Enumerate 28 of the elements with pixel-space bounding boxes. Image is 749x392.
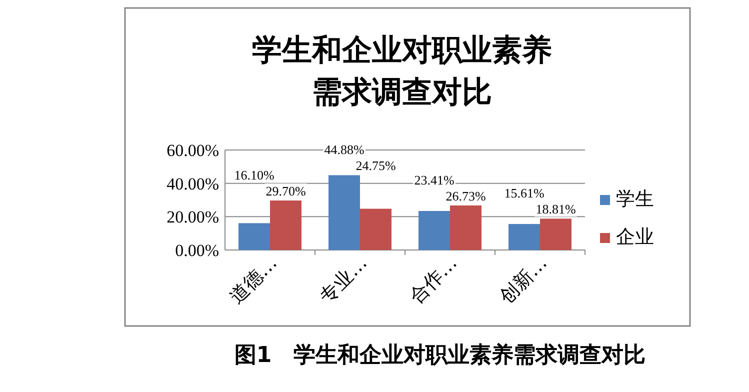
x-tick-label: 专业… (316, 252, 372, 308)
chart-title: 学生和企业对职业素养需求调查对比 (252, 33, 552, 110)
data-label: 23.41% (414, 172, 454, 188)
y-tick-label: 40.00% (166, 174, 219, 194)
data-label: 16.10% (234, 168, 274, 182)
data-label: 44.88% (324, 142, 364, 158)
legend-label: 学生 (616, 188, 654, 210)
legend-label: 企业 (616, 226, 654, 248)
bar (418, 210, 450, 250)
y-tick-label: 20.00% (166, 208, 219, 227)
bar (540, 218, 572, 250)
bar (238, 223, 270, 250)
data-label: 26.73% (446, 188, 486, 204)
y-tick-label: 0.00% (175, 241, 219, 260)
data-label: 24.75% (356, 158, 396, 174)
bar (360, 208, 392, 250)
data-label: 29.70% (266, 184, 306, 198)
data-label: 15.61% (504, 186, 544, 201)
bar (328, 175, 360, 250)
x-tick-label: 创新… (496, 252, 552, 308)
x-tick-label: 道德… (226, 252, 282, 308)
data-label: 18.81% (536, 202, 576, 217)
x-tick-label: 合作… (406, 252, 462, 308)
caption: 图1 学生和企业对职业素养需求调查对比 (234, 342, 646, 368)
bar (270, 200, 302, 250)
bar (508, 224, 540, 250)
y-tick-label: 60.00% (166, 141, 219, 160)
bar (450, 205, 482, 250)
